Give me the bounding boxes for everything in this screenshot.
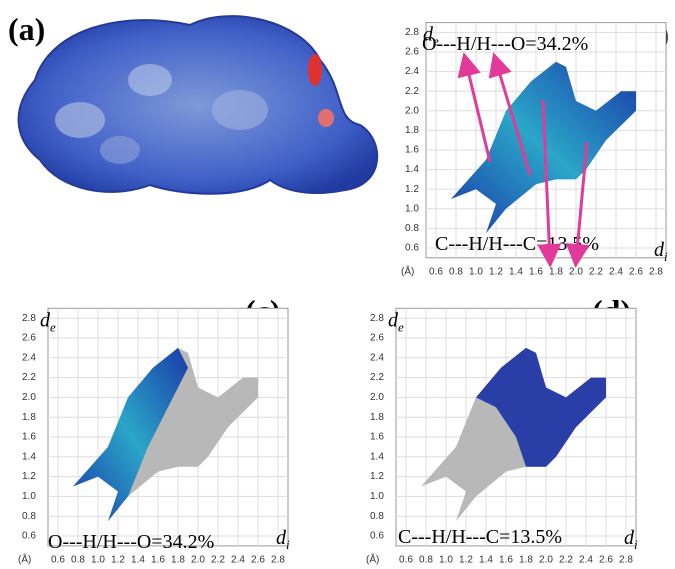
- x-tick-label: 2.8: [271, 555, 285, 566]
- x-tick-label: 2.4: [609, 266, 623, 277]
- y-tick-label: 2.2: [370, 372, 384, 383]
- x-tick-label: 1.4: [509, 266, 523, 277]
- x-tick-label: 1.0: [439, 555, 453, 566]
- x-tick-label: 2.6: [629, 266, 643, 277]
- x-tick-label: 2.4: [579, 555, 593, 566]
- y-tick-label: 1.6: [405, 145, 419, 156]
- y-tick-label: 1.2: [22, 471, 36, 482]
- y-tick-label: 1.0: [370, 491, 384, 502]
- figure: (a)(b)0.60.81.01.21.41.61.82.02.22.42.62…: [0, 0, 675, 569]
- x-tick-label: 0.6: [399, 555, 413, 566]
- x-tick-label: 1.8: [549, 266, 563, 277]
- hirshfeld-surface: [19, 16, 378, 194]
- y-tick-label: 2.4: [405, 66, 419, 77]
- unit-label: (Å): [18, 553, 31, 566]
- y-tick-label: 2.4: [370, 352, 384, 363]
- x-tick-label: 1.6: [151, 555, 165, 566]
- x-tick-label: 2.4: [231, 555, 245, 566]
- x-tick-label: 1.4: [479, 555, 493, 566]
- y-tick-label: 2.2: [22, 372, 36, 383]
- y-tick-label: 0.8: [22, 511, 36, 522]
- y-tick-label: 1.4: [370, 451, 384, 462]
- x-tick-label: 1.8: [171, 555, 185, 566]
- subscript: e: [50, 319, 56, 334]
- x-tick-label: 1.4: [131, 555, 145, 566]
- annotation: O---H/H---O=34.2%: [48, 531, 214, 553]
- x-tick-label: 0.6: [429, 266, 443, 277]
- x-tick-label: 0.6: [51, 555, 65, 566]
- subscript: i: [664, 249, 668, 264]
- subscript: e: [398, 319, 404, 334]
- x-tick-label: 2.0: [569, 266, 583, 277]
- unit-label: (Å): [401, 264, 414, 277]
- y-tick-label: 0.6: [405, 243, 419, 254]
- annotation: O---H/H---O=34.2%: [422, 33, 588, 55]
- x-tick-label: 2.6: [599, 555, 613, 566]
- y-tick-label: 2.8: [22, 313, 36, 324]
- x-tick-label: 1.6: [529, 266, 543, 277]
- fingerprint-plot: 0.6 0.8 1.0 1.2 1.4 1.6 1.8 2.0 2.2 2.4 2.6 2.8 0.6 0…: [366, 308, 638, 565]
- x-tick-label: 2.2: [559, 555, 573, 566]
- y-tick-label: 1.4: [22, 451, 36, 462]
- y-tick-label: 1.8: [405, 125, 419, 136]
- subscript: i: [286, 537, 290, 552]
- y-tick-label: 1.2: [370, 471, 384, 482]
- x-tick-label: 0.8: [449, 266, 463, 277]
- y-tick-label: 2.0: [370, 392, 384, 403]
- unit-label: (Å): [366, 553, 379, 566]
- x-tick-label: 1.8: [519, 555, 533, 566]
- x-tick-label: 2.6: [251, 555, 265, 566]
- panel-label: (a): [8, 11, 45, 47]
- x-tick-label: 2.0: [539, 555, 553, 566]
- y-tick-label: 2.6: [405, 47, 419, 58]
- y-tick-label: 0.8: [405, 223, 419, 234]
- y-tick-label: 1.2: [405, 184, 419, 195]
- x-tick-label: 1.2: [459, 555, 473, 566]
- x-tick-label: 1.6: [499, 555, 513, 566]
- y-tick-label: 2.6: [370, 333, 384, 344]
- y-tick-label: 1.0: [22, 491, 36, 502]
- y-tick-label: 0.6: [370, 531, 384, 542]
- annotation: C---H/H---C=13.5%: [435, 233, 599, 255]
- x-tick-label: 1.0: [469, 266, 483, 277]
- y-tick-label: 1.6: [22, 432, 36, 443]
- y-tick-label: 1.8: [22, 412, 36, 423]
- y-tick-label: 2.8: [370, 313, 384, 324]
- x-tick-label: 1.0: [91, 555, 105, 566]
- y-tick-label: 2.2: [405, 86, 419, 97]
- x-tick-label: 2.8: [649, 266, 663, 277]
- x-tick-label: 0.8: [419, 555, 433, 566]
- y-tick-label: 1.0: [405, 203, 419, 214]
- x-tick-label: 2.2: [589, 266, 603, 277]
- y-tick-label: 2.8: [405, 27, 419, 38]
- y-tick-label: 1.6: [370, 432, 384, 443]
- x-tick-label: 2.2: [211, 555, 225, 566]
- fingerprint-plot: 0.6 0.8 1.0 1.2 1.4 1.6 1.8 2.0 2.2 2.4 2.6 2.8 0.6 0…: [18, 308, 290, 565]
- subscript: i: [634, 537, 638, 552]
- y-tick-label: 1.4: [405, 164, 419, 175]
- y-tick-label: 0.8: [370, 511, 384, 522]
- x-tick-label: 2.0: [191, 555, 205, 566]
- y-tick-label: 2.0: [22, 392, 36, 403]
- x-tick-label: 1.2: [489, 266, 503, 277]
- x-tick-label: 1.2: [111, 555, 125, 566]
- y-tick-label: 2.6: [22, 333, 36, 344]
- y-tick-label: 0.6: [22, 531, 36, 542]
- annotation: C---H/H---C=13.5%: [398, 526, 562, 548]
- y-tick-label: 2.0: [405, 105, 419, 116]
- x-tick-label: 0.8: [71, 555, 85, 566]
- y-tick-label: 1.8: [370, 412, 384, 423]
- y-tick-label: 2.4: [22, 352, 36, 363]
- x-tick-label: 2.8: [619, 555, 633, 566]
- fingerprint-plot: 0.6 0.8 1.0 1.2 1.4 1.6 1.8 2.0 2.2 2.4 2.6 2.8 0.6 0…: [401, 23, 668, 278]
